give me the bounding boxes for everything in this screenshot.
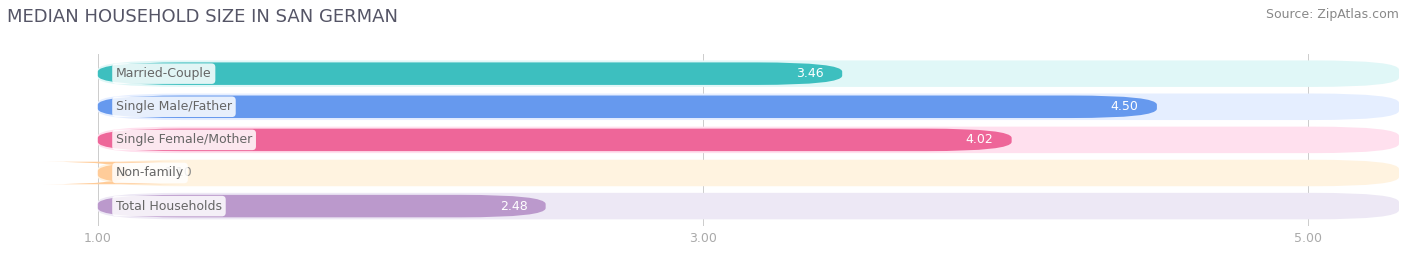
Text: MEDIAN HOUSEHOLD SIZE IN SAN GERMAN: MEDIAN HOUSEHOLD SIZE IN SAN GERMAN: [7, 8, 398, 26]
Text: Married-Couple: Married-Couple: [115, 67, 211, 80]
FancyBboxPatch shape: [98, 95, 1157, 118]
FancyBboxPatch shape: [44, 162, 183, 184]
Text: Non-family: Non-family: [115, 167, 184, 179]
Text: Single Male/Father: Single Male/Father: [115, 100, 232, 113]
Text: Single Female/Mother: Single Female/Mother: [115, 133, 252, 146]
FancyBboxPatch shape: [98, 94, 1399, 120]
FancyBboxPatch shape: [98, 160, 1399, 186]
FancyBboxPatch shape: [98, 62, 842, 85]
Text: 2.48: 2.48: [499, 200, 527, 213]
FancyBboxPatch shape: [98, 129, 1012, 151]
Text: 1.10: 1.10: [165, 167, 193, 179]
FancyBboxPatch shape: [98, 195, 546, 217]
Text: 4.02: 4.02: [966, 133, 994, 146]
FancyBboxPatch shape: [98, 61, 1399, 87]
Text: 4.50: 4.50: [1111, 100, 1139, 113]
FancyBboxPatch shape: [98, 127, 1399, 153]
Text: Total Households: Total Households: [115, 200, 222, 213]
FancyBboxPatch shape: [98, 193, 1399, 219]
Text: 3.46: 3.46: [796, 67, 824, 80]
Text: Source: ZipAtlas.com: Source: ZipAtlas.com: [1265, 8, 1399, 21]
